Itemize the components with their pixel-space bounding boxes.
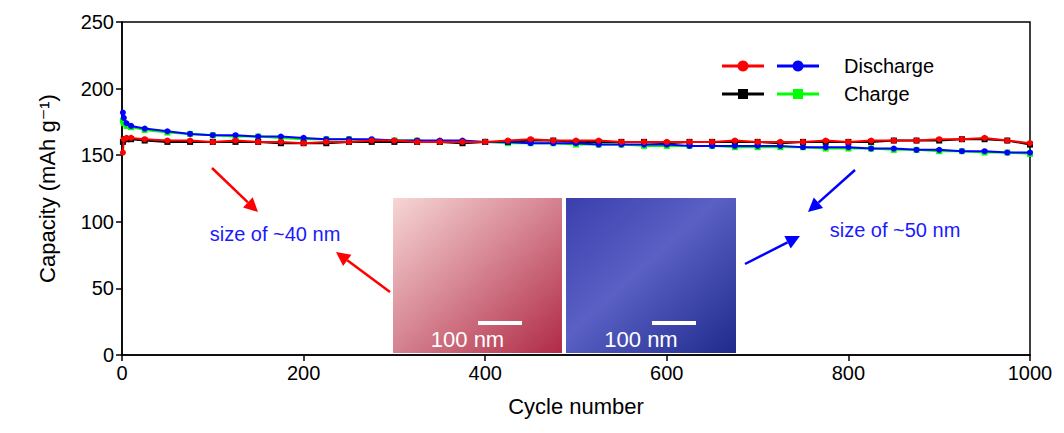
svg-text:250: 250 bbox=[81, 11, 114, 33]
svg-text:size of ~50 nm: size of ~50 nm bbox=[830, 219, 961, 241]
svg-text:Cycle number: Cycle number bbox=[508, 394, 644, 419]
svg-text:150: 150 bbox=[81, 144, 114, 166]
svg-text:400: 400 bbox=[469, 362, 502, 384]
svg-text:Charge: Charge bbox=[844, 83, 910, 105]
svg-text:100 nm: 100 nm bbox=[431, 327, 504, 352]
svg-text:50: 50 bbox=[92, 277, 114, 299]
svg-text:800: 800 bbox=[832, 362, 865, 384]
svg-text:0: 0 bbox=[116, 362, 127, 384]
svg-text:1000: 1000 bbox=[1008, 362, 1053, 384]
svg-text:size of ~40 nm: size of ~40 nm bbox=[210, 223, 341, 245]
svg-text:100: 100 bbox=[81, 211, 114, 233]
svg-text:100 nm: 100 nm bbox=[604, 327, 677, 352]
svg-text:200: 200 bbox=[81, 78, 114, 100]
svg-text:600: 600 bbox=[650, 362, 683, 384]
svg-text:Capacity (mAh g⁻¹): Capacity (mAh g⁻¹) bbox=[35, 94, 60, 283]
svg-text:Discharge: Discharge bbox=[844, 55, 934, 77]
svg-text:0: 0 bbox=[103, 344, 114, 366]
svg-text:200: 200 bbox=[287, 362, 320, 384]
